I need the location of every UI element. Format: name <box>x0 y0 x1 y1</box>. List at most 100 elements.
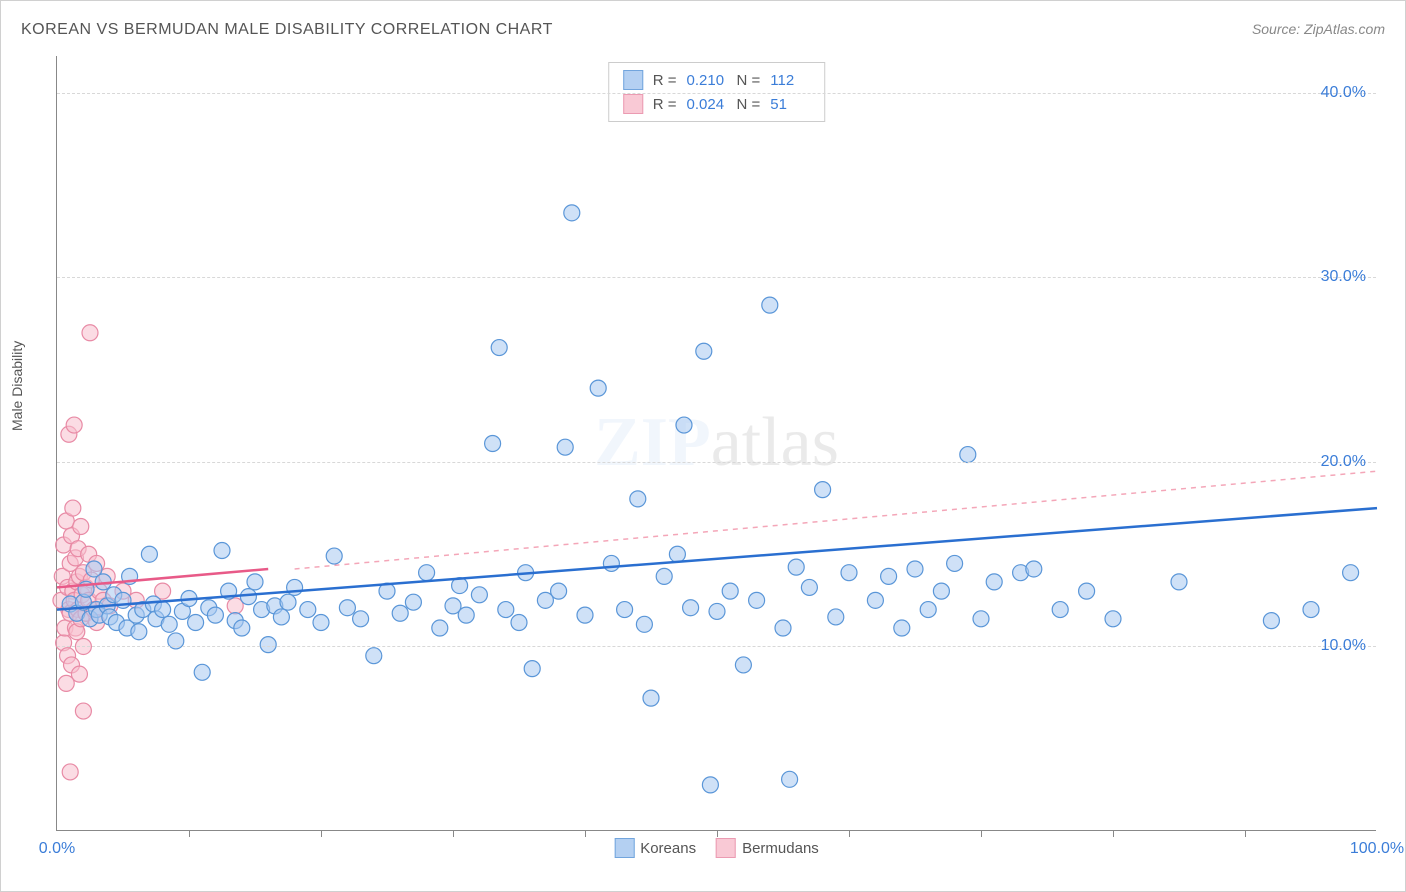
swatch-koreans <box>623 70 643 90</box>
data-point <box>287 579 303 595</box>
data-point <box>630 491 646 507</box>
data-point <box>636 616 652 632</box>
data-point <box>194 664 210 680</box>
x-tick <box>453 830 454 837</box>
data-point <box>603 555 619 571</box>
data-point <box>280 594 296 610</box>
data-point <box>188 614 204 630</box>
data-point <box>214 543 230 559</box>
data-point <box>683 600 699 616</box>
n-label: N = <box>737 96 761 113</box>
y-tick-label: 20.0% <box>1321 453 1366 471</box>
data-point <box>75 703 91 719</box>
data-point <box>1105 611 1121 627</box>
trendline <box>57 508 1377 609</box>
legend-row-koreans: R = 0.210 N = 112 <box>623 68 811 92</box>
data-point <box>564 205 580 221</box>
gridline-h <box>57 93 1376 94</box>
data-point <box>551 583 567 599</box>
data-point <box>749 592 765 608</box>
plot-area: ZIPatlas R = 0.210 N = 112 R = 0.024 N =… <box>56 56 1376 831</box>
data-point <box>801 579 817 595</box>
data-point <box>498 602 514 618</box>
gridline-h <box>57 462 1376 463</box>
data-point <box>1303 602 1319 618</box>
data-point <box>247 574 263 590</box>
data-point <box>260 637 276 653</box>
data-point <box>82 325 98 341</box>
data-point <box>161 616 177 632</box>
r-label: R = <box>653 96 677 113</box>
data-point <box>557 439 573 455</box>
data-point <box>300 602 316 618</box>
legend-label-koreans: Koreans <box>640 840 696 857</box>
data-point <box>735 657 751 673</box>
data-point <box>207 607 223 623</box>
data-point <box>986 574 1002 590</box>
n-value-bermudans: 51 <box>770 96 810 113</box>
swatch-bermudans <box>623 94 643 114</box>
data-point <box>405 594 421 610</box>
data-point <box>1026 561 1042 577</box>
data-point <box>511 614 527 630</box>
x-tick-label: 0.0% <box>39 840 75 858</box>
data-point <box>656 568 672 584</box>
x-tick <box>1113 830 1114 837</box>
x-tick <box>717 830 718 837</box>
x-tick <box>585 830 586 837</box>
data-point <box>366 648 382 664</box>
data-point <box>1343 565 1359 581</box>
x-tick <box>189 830 190 837</box>
data-point <box>1079 583 1095 599</box>
data-point <box>155 602 171 618</box>
data-point <box>841 565 857 581</box>
data-point <box>762 297 778 313</box>
data-point <box>881 568 897 584</box>
data-point <box>65 500 81 516</box>
data-point <box>702 777 718 793</box>
data-point <box>73 519 89 535</box>
data-point <box>643 690 659 706</box>
data-point <box>62 764 78 780</box>
data-point <box>775 620 791 636</box>
data-point <box>907 561 923 577</box>
data-point <box>920 602 936 618</box>
data-point <box>485 436 501 452</box>
r-value-bermudans: 0.024 <box>687 96 727 113</box>
r-value-koreans: 0.210 <box>687 72 727 89</box>
legend-label-bermudans: Bermudans <box>742 840 819 857</box>
data-point <box>71 666 87 682</box>
data-point <box>973 611 989 627</box>
gridline-h <box>57 646 1376 647</box>
data-point <box>722 583 738 599</box>
swatch-bermudans-icon <box>716 838 736 858</box>
x-tick <box>849 830 850 837</box>
data-point <box>960 447 976 463</box>
data-point <box>828 609 844 625</box>
data-point <box>933 583 949 599</box>
source-attribution: Source: ZipAtlas.com <box>1252 21 1385 37</box>
legend-item-bermudans: Bermudans <box>716 838 819 858</box>
n-label: N = <box>737 72 761 89</box>
data-point <box>867 592 883 608</box>
data-point <box>894 620 910 636</box>
data-point <box>1263 613 1279 629</box>
data-point <box>234 620 250 636</box>
swatch-koreans-icon <box>614 838 634 858</box>
data-point <box>524 661 540 677</box>
data-point <box>815 482 831 498</box>
y-tick-label: 40.0% <box>1321 84 1366 102</box>
data-point <box>1052 602 1068 618</box>
legend-row-bermudans: R = 0.024 N = 51 <box>623 92 811 116</box>
data-point <box>432 620 448 636</box>
series-legend: Koreans Bermudans <box>614 838 819 858</box>
y-tick-label: 10.0% <box>1321 637 1366 655</box>
data-point <box>458 607 474 623</box>
data-point <box>419 565 435 581</box>
data-point <box>131 624 147 640</box>
data-point <box>947 555 963 571</box>
data-point <box>1171 574 1187 590</box>
data-point <box>392 605 408 621</box>
x-tick <box>1245 830 1246 837</box>
data-point <box>313 614 329 630</box>
